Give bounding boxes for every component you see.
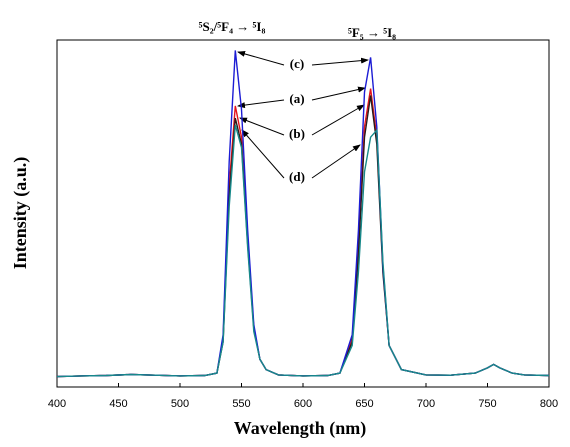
x-tick-label: 450 (109, 398, 127, 410)
y-axis-title: Intensity (a.u.) (10, 157, 31, 270)
arrows (237, 51, 369, 179)
annotation: ⁵F₅ → ⁵I₈ (348, 25, 396, 40)
x-tick-label: 800 (540, 398, 558, 410)
series-line (56, 124, 550, 378)
series-label: (b) (289, 126, 305, 141)
series-label: (d) (289, 169, 305, 184)
series-label: (a) (289, 91, 304, 106)
x-tick-label: 550 (232, 398, 250, 410)
x-axis-title: Wavelength (nm) (234, 418, 367, 439)
x-tick-label: 500 (171, 398, 189, 410)
series-label: (c) (290, 56, 304, 71)
x-tick-label: 600 (294, 398, 312, 410)
x-tick-label: 400 (48, 398, 66, 410)
x-tick-label: 650 (355, 398, 373, 410)
x-tick-label: 750 (478, 398, 496, 410)
annotation: ⁵S₂/⁵F₄ → ⁵I₈ (199, 19, 266, 34)
x-tick-label: 700 (417, 398, 435, 410)
